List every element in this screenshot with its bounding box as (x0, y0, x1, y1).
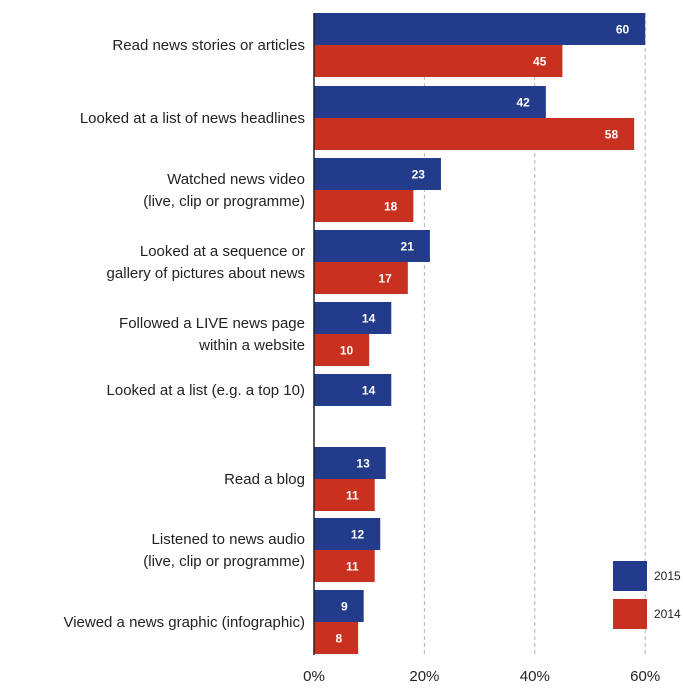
legend-label: 2014 (654, 607, 681, 621)
bars: 60 45 42 58 23 18 21 17 14 10 14 13 11 12 11 9 8 (314, 13, 646, 654)
category-label: Watched news video (167, 171, 305, 188)
bar-2014 (314, 334, 370, 366)
legend-label: 2015 (654, 569, 681, 583)
x-tick-label: 20% (409, 668, 439, 685)
bar-2014 (314, 118, 635, 150)
x-tick-label: 60% (630, 668, 660, 685)
bar-value-label: 58 (605, 128, 619, 142)
bar-2014 (314, 45, 563, 77)
bar-2015 (314, 374, 392, 406)
bar-value-label: 8 (335, 632, 342, 646)
bar-2014 (314, 479, 375, 511)
bar-value-label: 23 (412, 168, 426, 182)
x-tick-label: 0% (303, 668, 325, 685)
category-label: gallery of pictures about news (107, 265, 305, 282)
bar-value-label: 18 (384, 200, 398, 214)
category-label: Looked at a list (e.g. a top 10) (107, 382, 305, 399)
bar-2015 (314, 230, 430, 262)
bar-value-label: 60 (616, 23, 630, 37)
category-labels: Read news stories or articles Looked at a… (63, 37, 305, 631)
bar-2014 (314, 622, 359, 654)
bar-value-label: 12 (351, 528, 365, 542)
category-label: Looked at a list of news headlines (80, 110, 305, 127)
bar-2015 (314, 302, 392, 334)
bar-value-label: 17 (378, 272, 392, 286)
bar-value-label: 11 (346, 560, 359, 574)
bar-2014 (314, 262, 408, 294)
legend-swatch-2015 (613, 561, 647, 591)
bar-value-label: 10 (340, 344, 354, 358)
bar-2015 (314, 447, 386, 479)
bar-2014 (314, 190, 414, 222)
category-label: Viewed a news graphic (infographic) (63, 614, 305, 631)
bar-value-label: 42 (516, 96, 530, 110)
bar-2015 (314, 13, 646, 45)
bar-2015 (314, 590, 364, 622)
category-label: Followed a LIVE news page (119, 315, 305, 332)
bar-2015 (314, 518, 381, 550)
bar-value-label: 13 (356, 457, 370, 471)
bar-2015 (314, 158, 441, 190)
legend: 2015 2014 (613, 561, 681, 629)
category-label: Read news stories or articles (112, 37, 305, 54)
category-label: within a website (198, 337, 305, 354)
category-label: (live, clip or programme) (143, 553, 305, 570)
category-label: Listened to news audio (152, 531, 305, 548)
legend-swatch-2014 (613, 599, 647, 629)
bar-value-label: 14 (362, 312, 376, 326)
bar-value-label: 45 (533, 55, 547, 69)
category-label: Read a blog (224, 471, 305, 488)
bar-value-label: 14 (362, 384, 376, 398)
bar-2014 (314, 550, 375, 582)
x-axis: 0% 20% 40% 60% (303, 13, 660, 685)
category-label: Looked at a sequence or (140, 243, 305, 260)
bar-value-label: 11 (346, 489, 359, 503)
x-tick-label: 40% (520, 668, 550, 685)
bar-value-label: 9 (341, 600, 348, 614)
category-label: (live, clip or programme) (143, 193, 305, 210)
bar-value-label: 21 (401, 240, 415, 254)
bar-2015 (314, 86, 546, 118)
